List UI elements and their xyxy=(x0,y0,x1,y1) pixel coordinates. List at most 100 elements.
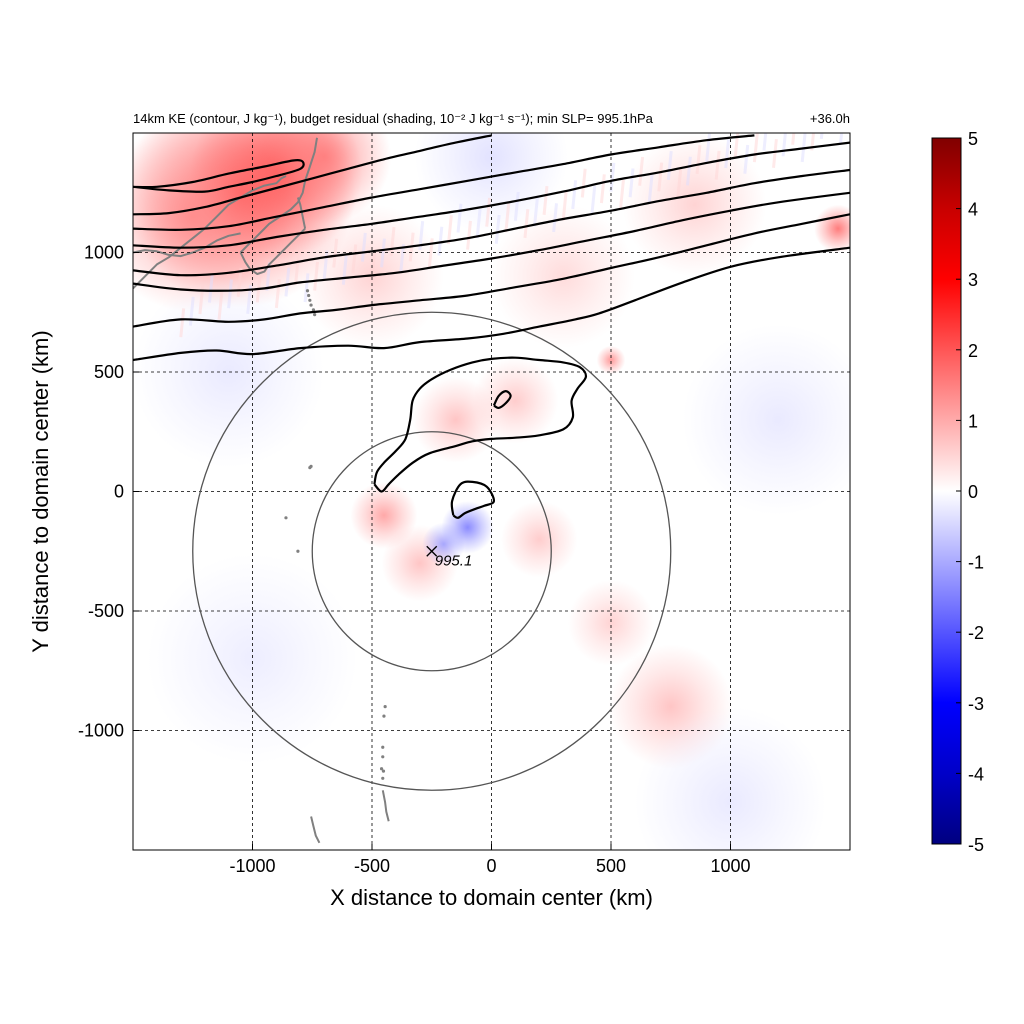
residual-streak xyxy=(714,150,721,180)
island xyxy=(381,776,385,780)
residual-streak xyxy=(217,290,224,320)
residual-streak xyxy=(456,203,463,233)
residual-streak xyxy=(590,185,597,215)
coastline xyxy=(133,232,241,258)
residual-streak xyxy=(628,168,635,198)
residual-streak xyxy=(485,197,492,227)
residual-streak xyxy=(647,174,654,203)
ke-contour xyxy=(133,213,850,328)
residual-streak xyxy=(399,244,406,274)
x-tick-label: -500 xyxy=(354,856,390,876)
min-slp-marker-group: 995.1 xyxy=(426,545,473,569)
residual-streak xyxy=(523,209,530,239)
colorbar-tick-label: -1 xyxy=(968,553,984,573)
residual-streak xyxy=(791,133,796,145)
residual-streak xyxy=(227,279,233,309)
island xyxy=(383,705,387,709)
residual-streak xyxy=(274,279,281,309)
residual-streak xyxy=(360,232,367,262)
coastline xyxy=(133,175,287,290)
x-tick-label: -1000 xyxy=(229,856,275,876)
x-tick-label: 1000 xyxy=(710,856,750,876)
island xyxy=(311,308,316,312)
residual-streak xyxy=(188,296,195,326)
residual-streak xyxy=(819,133,824,140)
min-slp-label: 995.1 xyxy=(435,552,473,569)
coastline xyxy=(381,790,390,822)
residual-streak xyxy=(561,191,568,221)
colorbar-tick-label: 5 xyxy=(968,129,978,149)
y-tick-label: -500 xyxy=(88,601,124,621)
x-axis-label: X distance to domain center (km) xyxy=(330,885,653,910)
residual-streak xyxy=(236,267,243,297)
residual-streak xyxy=(638,156,645,186)
residual-streak xyxy=(571,180,578,210)
residual-streak xyxy=(752,133,759,163)
island xyxy=(382,714,386,718)
coastlines xyxy=(133,137,390,844)
residual-streak xyxy=(332,238,339,268)
y-axis-label: Y distance to domain center (km) xyxy=(28,330,53,652)
range-circle xyxy=(311,431,552,672)
island xyxy=(381,755,385,759)
coastline xyxy=(239,137,318,254)
plot-area: 995.1 xyxy=(132,132,851,851)
colorbar-tick-label: -2 xyxy=(968,623,984,643)
ke-contour xyxy=(133,134,492,216)
residual-shading xyxy=(133,133,850,850)
residual-streak xyxy=(580,168,587,198)
range-circle xyxy=(192,311,672,791)
residual-streak xyxy=(838,133,844,145)
residual-streak xyxy=(504,203,511,233)
residual-streak xyxy=(303,273,310,303)
residual-streak xyxy=(322,250,329,280)
residual-streak xyxy=(609,162,616,192)
residual-streak xyxy=(676,168,683,198)
residual-blob xyxy=(682,324,850,516)
residual-streak xyxy=(772,138,778,168)
min-slp-x-stroke xyxy=(426,545,438,557)
y-axis-ticks: -1000 -500 0 500 1000 xyxy=(78,243,139,741)
residual-streak xyxy=(619,179,625,209)
residual-blob xyxy=(567,579,655,666)
residual-streak xyxy=(810,133,816,151)
residual-streak xyxy=(657,162,664,192)
residual-streak xyxy=(284,267,291,297)
x-tick-label: 500 xyxy=(596,856,626,876)
island xyxy=(381,745,385,749)
ke-contour xyxy=(450,480,496,519)
island xyxy=(307,293,311,298)
ke-contour xyxy=(133,134,755,231)
residual-blob xyxy=(147,553,358,764)
y-tick-label: -1000 xyxy=(78,721,124,741)
y-tick-label: 0 xyxy=(114,482,124,502)
residual-blob xyxy=(622,133,767,277)
island xyxy=(313,313,317,317)
ke-contour xyxy=(373,356,588,493)
ke-contour xyxy=(133,246,850,362)
island xyxy=(308,466,312,470)
residual-streak xyxy=(533,197,539,227)
y-tick-label: 1000 xyxy=(84,243,124,263)
residual-streak xyxy=(705,133,711,163)
residual-streak xyxy=(475,209,482,239)
residual-streak xyxy=(380,238,386,268)
ke-contour xyxy=(133,168,850,277)
residual-streak xyxy=(341,255,348,285)
colorbar-tick-label: 2 xyxy=(968,341,978,361)
range-circles xyxy=(192,311,672,791)
residual-streak xyxy=(513,191,520,221)
residual-blob xyxy=(472,357,559,444)
colorbar-tick-label: -5 xyxy=(968,835,984,855)
residual-streak xyxy=(743,144,750,174)
colorbar-tick-label: 0 xyxy=(968,482,978,502)
island xyxy=(379,767,384,771)
coastline xyxy=(310,816,321,844)
residual-streak xyxy=(313,261,320,291)
colorbar-tick-label: 4 xyxy=(968,200,978,220)
residual-blob xyxy=(501,501,578,578)
residual-streak xyxy=(466,220,472,250)
residual-streak xyxy=(351,244,358,274)
ke-contours xyxy=(133,134,850,519)
